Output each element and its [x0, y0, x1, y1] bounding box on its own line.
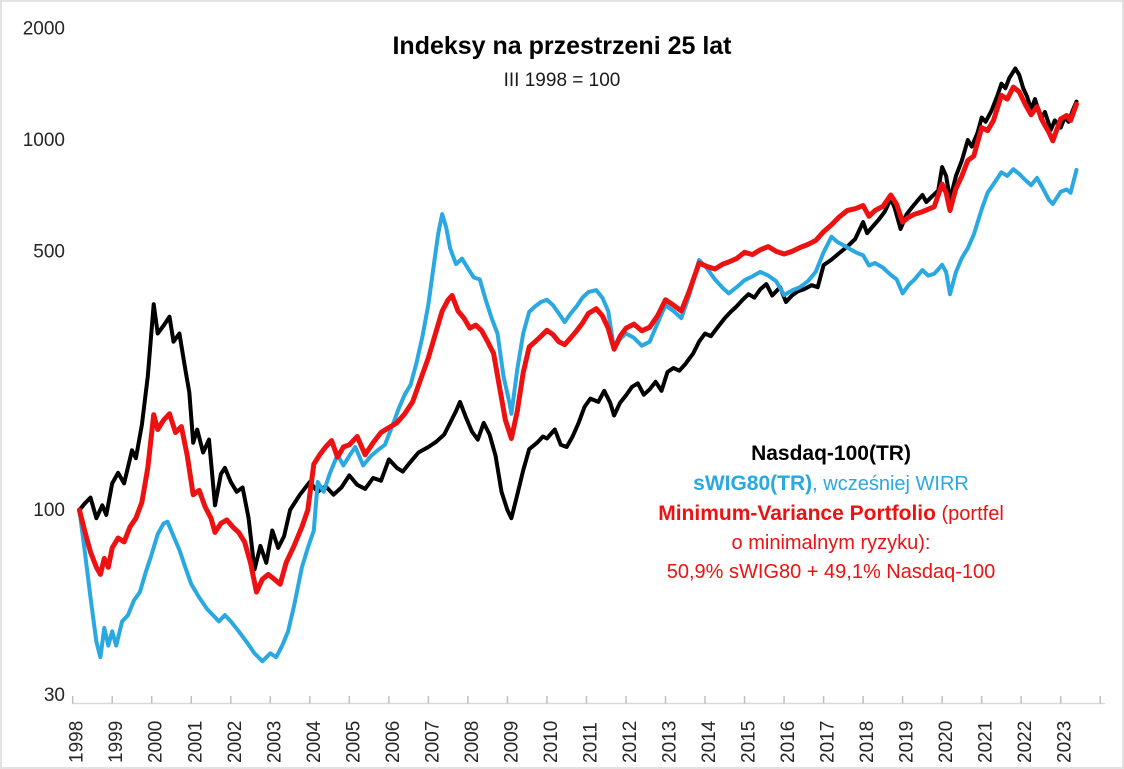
- chart-legend: Nasdaq-100(TR) sWIG80(TR), wcześniej WIR…: [645, 439, 1017, 587]
- legend-nasdaq-label: Nasdaq-100(TR): [751, 442, 911, 465]
- x-axis-label: 2004: [304, 720, 325, 763]
- x-axis-label: 2000: [146, 721, 167, 763]
- x-axis-label: 2018: [857, 721, 878, 763]
- x-axis-label: 2020: [936, 721, 957, 763]
- legend-mvp-title: Minimum-Variance Portfolio (portfel: [645, 499, 1017, 529]
- legend-mvp-subtitle-text: o minimalnym ryzyku):: [731, 532, 931, 554]
- x-axis-label: 2006: [383, 721, 404, 763]
- x-axis-label: 2017: [818, 721, 839, 763]
- x-axis-label: 1999: [106, 721, 127, 763]
- x-axis-label: 2003: [264, 721, 285, 763]
- legend-mvp-subtitle: o minimalnym ryzyku):: [645, 529, 1017, 558]
- legend-swig-label: sWIG80(TR): [693, 472, 813, 495]
- x-axis-label: 2008: [462, 721, 483, 763]
- x-axis-label: 2011: [580, 722, 601, 763]
- x-axis-label: 2016: [778, 721, 799, 763]
- chart-title: Indeksy na przestrzeni 25 lat: [392, 32, 732, 60]
- x-axis-label: 2010: [541, 721, 562, 763]
- series-line-nasdaq: [77, 66, 1079, 572]
- series-line-mvp: [76, 84, 1079, 595]
- legend-swig: sWIG80(TR), wcześniej WIRR: [645, 469, 1017, 499]
- x-axis-label: 2021: [976, 721, 997, 763]
- legend-nasdaq: Nasdaq-100(TR): [645, 439, 1017, 469]
- x-axis-label: 2022: [1015, 721, 1036, 763]
- x-axis-label: 2014: [699, 720, 720, 763]
- legend-mvp-suffix: (portfel: [935, 503, 1004, 525]
- x-axis-label: 2007: [422, 721, 443, 763]
- x-axis-label: 2015: [739, 721, 760, 763]
- x-axis-label: 2012: [620, 721, 641, 763]
- x-axis-label: 2002: [225, 721, 246, 763]
- x-axis-label: 2005: [343, 721, 364, 763]
- legend-mvp-label: Minimum-Variance Portfolio: [658, 502, 936, 525]
- y-axis-label: 2000: [23, 19, 65, 40]
- y-axis-label: 500: [33, 241, 65, 262]
- x-axis-label: 1998: [67, 721, 88, 763]
- legend-mvp-weights: 50,9% sWIG80 + 49,1% Nasdaq-100: [645, 558, 1017, 587]
- chart-subtitle: III 1998 = 100: [503, 70, 621, 91]
- x-axis-label: 2019: [897, 721, 918, 763]
- y-axis-label: 1000: [23, 130, 65, 151]
- legend-swig-suffix: , wcześniej WIRR: [812, 473, 969, 495]
- x-axis-label: 2023: [1055, 721, 1076, 763]
- x-axis-label: 2001: [185, 721, 206, 763]
- y-axis-label: 30: [44, 685, 65, 706]
- x-axis-label: 2013: [660, 721, 681, 763]
- legend-mvp-weights-text: 50,9% sWIG80 + 49,1% Nasdaq-100: [666, 561, 996, 583]
- series-line-swig: [77, 167, 1079, 664]
- x-axis-label: 2009: [501, 721, 522, 763]
- y-axis-label: 100: [33, 500, 65, 521]
